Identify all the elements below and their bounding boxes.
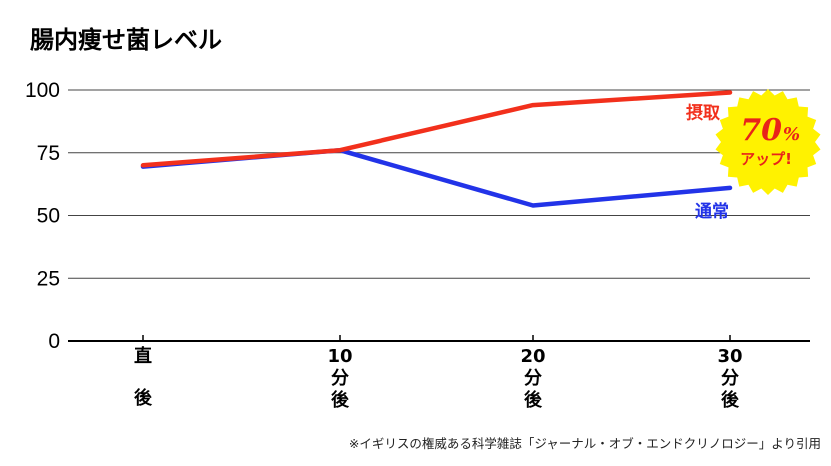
x-tick-label: 後 — [331, 389, 350, 411]
badge-text: アップ! — [740, 150, 792, 168]
increase-badge: 70 % アップ! — [715, 89, 821, 195]
y-tick-label: 75 — [37, 142, 60, 165]
x-tick-label: 直 — [134, 345, 152, 367]
series-label-intake: 摂取 — [686, 103, 720, 124]
x-tick-label: 分 — [721, 368, 739, 389]
y-tick-label: 0 — [48, 330, 60, 353]
x-tick-label: 20 — [520, 346, 545, 367]
y-tick-label: 25 — [37, 267, 60, 290]
x-tick-label: 後 — [721, 389, 740, 411]
y-axis-ticks: 100 75 50 25 0 — [25, 79, 60, 353]
series-label-normal: 通常 — [695, 201, 729, 222]
y-tick-label: 50 — [37, 205, 60, 228]
badge-burst — [715, 89, 821, 195]
x-tick-label: 後 — [134, 387, 153, 409]
badge-unit: % — [783, 124, 800, 145]
chart-title: 腸内痩せ菌レベル — [30, 26, 222, 54]
x-tick-label: 後 — [524, 389, 543, 411]
x-tick-label: 10 — [327, 346, 352, 367]
source-footnote: ※イギリスの権威ある科学雑誌「ジャーナル・オブ・エンドクリノロジー」より引用 — [349, 436, 821, 451]
x-tick-label: 分 — [524, 368, 542, 389]
x-tick-label: 分 — [331, 368, 349, 389]
x-tick-label: 30 — [717, 346, 742, 367]
series-line-intake — [140, 90, 733, 168]
badge-value: 70 — [740, 113, 782, 148]
y-tick-label: 100 — [25, 79, 60, 102]
grid — [68, 89, 810, 342]
series — [140, 90, 733, 208]
